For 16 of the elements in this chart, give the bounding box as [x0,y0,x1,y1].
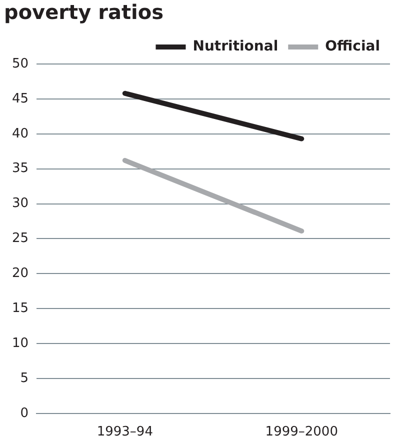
y-tick-label: 35 [12,161,29,176]
x-tick-label: 1993–94 [96,424,153,440]
y-tick-label: 40 [12,126,29,142]
y-tick-label: 15 [12,300,29,316]
y-tick-label: 0 [20,406,29,421]
y-tick-label: 5 [20,370,29,386]
legend-label: Official [325,38,380,55]
y-tick-label: 50 [12,56,29,72]
chart-title: poverty ratios [4,0,164,24]
x-tick-label: 1999–2000 [265,424,338,440]
y-tick-label: 20 [12,266,29,282]
y-tick-label: 30 [12,196,29,212]
y-tick-label: 10 [12,336,29,351]
y-tick-label: 45 [12,91,29,106]
y-tick-label: 25 [12,231,29,246]
legend-label: Nutritional [192,38,278,55]
